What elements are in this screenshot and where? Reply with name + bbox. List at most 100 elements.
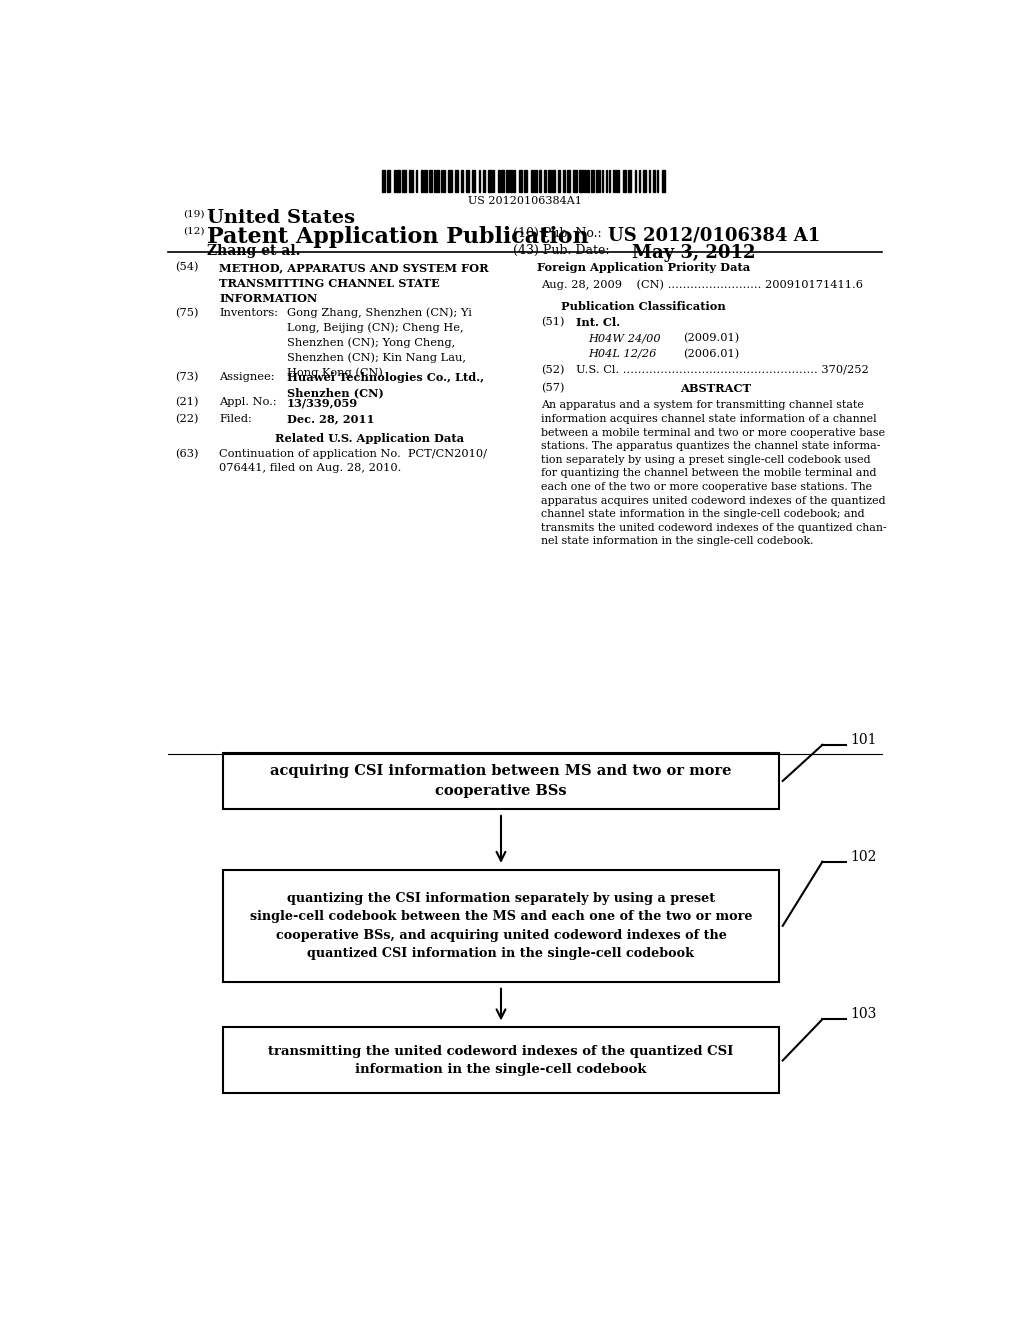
Text: Gong Zhang, Shenzhen (CN); Yi
Long, Beijing (CN); Cheng He,
Shenzhen (CN); Yong : Gong Zhang, Shenzhen (CN); Yi Long, Beij…: [287, 308, 472, 378]
Text: (52): (52): [541, 364, 564, 375]
Text: (2006.01): (2006.01): [684, 348, 739, 359]
Text: acquiring CSI information between MS and two or more
cooperative BSs: acquiring CSI information between MS and…: [270, 764, 732, 799]
Text: Publication Classification: Publication Classification: [561, 301, 726, 312]
Text: (63): (63): [176, 449, 199, 459]
Bar: [573, 169, 577, 191]
Text: Dec. 28, 2011: Dec. 28, 2011: [287, 413, 374, 425]
Text: 13/339,059: 13/339,059: [287, 397, 357, 408]
Text: Patent Application Publication: Patent Application Publication: [207, 227, 589, 248]
Text: Continuation of application No.  PCT/CN2010/
076441, filed on Aug. 28, 2010.: Continuation of application No. PCT/CN20…: [219, 449, 487, 473]
Bar: [488, 169, 492, 191]
Text: (51): (51): [541, 317, 564, 327]
Text: Assignee:: Assignee:: [219, 372, 274, 381]
Bar: [483, 169, 484, 191]
Bar: [580, 169, 583, 191]
FancyBboxPatch shape: [223, 870, 778, 982]
Text: 101: 101: [850, 733, 877, 747]
Text: H04L 12/26: H04L 12/26: [588, 348, 656, 359]
Bar: [425, 169, 427, 191]
Text: ABSTRACT: ABSTRACT: [680, 383, 751, 395]
Text: (54): (54): [176, 263, 199, 272]
Bar: [410, 169, 413, 191]
Text: An apparatus and a system for transmitting channel state
information acquires ch: An apparatus and a system for transmitti…: [541, 400, 887, 546]
Bar: [558, 169, 560, 191]
Text: (43) Pub. Date:: (43) Pub. Date:: [513, 244, 609, 257]
Bar: [461, 169, 464, 191]
Text: Zhang et al.: Zhang et al.: [207, 244, 301, 257]
Text: (2009.01): (2009.01): [684, 333, 739, 343]
Bar: [649, 169, 650, 191]
Bar: [613, 169, 614, 191]
Bar: [396, 169, 399, 191]
Bar: [436, 169, 438, 191]
Bar: [421, 169, 423, 191]
Text: (10) Pub. No.:: (10) Pub. No.:: [513, 227, 601, 239]
Bar: [628, 169, 631, 191]
Bar: [519, 169, 522, 191]
Text: (21): (21): [176, 397, 199, 408]
Text: METHOD, APPARATUS AND SYSTEM FOR
TRANSMITTING CHANNEL STATE
INFORMATION: METHOD, APPARATUS AND SYSTEM FOR TRANSMI…: [219, 263, 488, 304]
Text: May 3, 2012: May 3, 2012: [632, 244, 756, 261]
Bar: [588, 169, 589, 191]
Text: 102: 102: [850, 850, 877, 863]
Bar: [441, 169, 442, 191]
Bar: [615, 169, 620, 191]
Bar: [506, 169, 508, 191]
Text: US 2012/0106384 A1: US 2012/0106384 A1: [608, 227, 820, 244]
Bar: [479, 169, 480, 191]
Bar: [449, 169, 452, 191]
Bar: [466, 169, 469, 191]
Text: 103: 103: [850, 1007, 877, 1022]
Bar: [662, 169, 666, 191]
Text: Int. Cl.: Int. Cl.: [577, 317, 621, 327]
Text: (12): (12): [183, 227, 205, 235]
Bar: [596, 169, 598, 191]
Bar: [513, 169, 515, 191]
Bar: [584, 169, 586, 191]
Bar: [539, 169, 542, 191]
Bar: [523, 169, 527, 191]
Bar: [530, 169, 534, 191]
Text: Huawei Technologies Co., Ltd.,
Shenzhen (CN): Huawei Technologies Co., Ltd., Shenzhen …: [287, 372, 484, 399]
Text: US 20120106384A1: US 20120106384A1: [468, 195, 582, 206]
Text: Foreign Application Priority Data: Foreign Application Priority Data: [538, 263, 751, 273]
Bar: [562, 169, 565, 191]
Bar: [591, 169, 595, 191]
Bar: [434, 169, 435, 191]
Bar: [535, 169, 537, 191]
Bar: [402, 169, 406, 191]
Bar: [608, 169, 610, 191]
Text: Filed:: Filed:: [219, 413, 252, 424]
Bar: [601, 169, 603, 191]
Bar: [429, 169, 431, 191]
Bar: [635, 169, 636, 191]
Bar: [552, 169, 555, 191]
Bar: [416, 169, 418, 191]
Bar: [443, 169, 444, 191]
Text: Related U.S. Application Data: Related U.S. Application Data: [274, 433, 464, 444]
Bar: [501, 169, 504, 191]
Bar: [549, 169, 551, 191]
Text: (19): (19): [183, 210, 205, 218]
Bar: [493, 169, 495, 191]
Bar: [498, 169, 500, 191]
Bar: [599, 169, 600, 191]
Bar: [643, 169, 646, 191]
Bar: [623, 169, 627, 191]
Text: (22): (22): [176, 413, 199, 424]
Text: (75): (75): [176, 308, 199, 318]
Text: United States: United States: [207, 210, 355, 227]
Bar: [455, 169, 458, 191]
Text: quantizing the CSI information separately by using a preset
single-cell codebook: quantizing the CSI information separatel…: [250, 891, 753, 960]
Bar: [394, 169, 395, 191]
Bar: [657, 169, 658, 191]
Bar: [606, 169, 607, 191]
Text: transmitting the united codeword indexes of the quantized CSI
information in the: transmitting the united codeword indexes…: [268, 1044, 733, 1076]
Text: Inventors:: Inventors:: [219, 308, 279, 318]
Bar: [472, 169, 475, 191]
Text: Aug. 28, 2009    (CN) ......................... 200910171411.6: Aug. 28, 2009 (CN) .....................…: [541, 280, 862, 290]
Text: (57): (57): [541, 383, 564, 393]
FancyBboxPatch shape: [223, 752, 778, 809]
Text: (73): (73): [176, 372, 199, 383]
Bar: [639, 169, 640, 191]
